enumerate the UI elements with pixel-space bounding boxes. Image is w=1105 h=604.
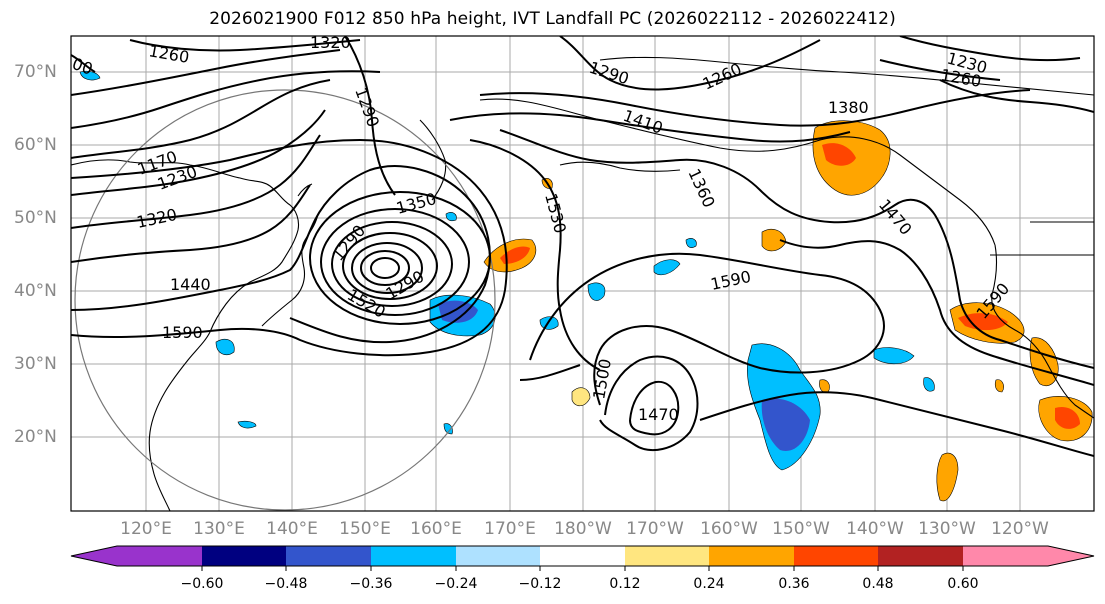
height-contours: [71, 36, 1094, 457]
coast-arctic: [599, 56, 1094, 96]
contour-label: 1590: [162, 323, 203, 342]
map-frame: [70, 35, 1095, 512]
ivt-neg-small-8: [923, 377, 935, 392]
colorbar-tick-label: 0.36: [778, 576, 810, 592]
lon-label-150e: 150°E: [339, 519, 391, 539]
contour-label: 1380: [828, 98, 869, 117]
ivt-neg-small-2: [653, 259, 681, 276]
ivt-pos-small-6: [994, 379, 1004, 393]
ivt-neg-small-4: [539, 316, 559, 330]
ivt-neg-small-5: [215, 339, 235, 355]
ivt-neg-small-3: [587, 282, 606, 301]
map-title: 2026021900 F012 850 hPa height, IVT Land…: [209, 9, 896, 29]
colorbar-tick-label: 0.48: [862, 576, 894, 592]
lon-label-140e: 140°E: [266, 519, 318, 539]
colorbar-tick-label: −0.48: [264, 576, 308, 592]
lat-label-40n: 40°N: [14, 281, 57, 301]
ivt-pos-small-3: [571, 387, 591, 407]
lon-label-160e: 160°E: [410, 519, 462, 539]
colorbar-tick-label: −0.24: [434, 576, 478, 592]
lat-label-60n: 60°N: [14, 135, 57, 155]
ivt-neg-small-7: [685, 238, 697, 248]
colorbar-tick-label: −0.36: [349, 576, 393, 592]
lat-label-50n: 50°N: [14, 208, 57, 228]
map-panel: 1260 1320 1290 00 1170 1230 1320 1350 14…: [71, 33, 1094, 511]
lon-label-140w: 140°W: [846, 519, 904, 539]
colorbar-tick-label: −0.12: [518, 576, 562, 592]
coast-asia: [71, 159, 300, 511]
lon-label-150w: 150°W: [772, 519, 830, 539]
ivt-positive-shading: [483, 120, 1093, 502]
colorbar: [70, 545, 1095, 571]
coast-aleutians: [559, 161, 681, 172]
lon-label-120w: 120°W: [991, 519, 1049, 539]
range-circle: [74, 89, 496, 511]
colorbar-extend-right: [1048, 546, 1094, 566]
ivt-neg-small-11: [445, 212, 457, 222]
colorbar-tick-label: 0.60: [947, 576, 979, 592]
lat-label-20n: 20°N: [14, 427, 57, 447]
colorbar-extend-left: [71, 546, 117, 566]
coast-north-america: [991, 244, 1094, 419]
colorbar-tick-label: 0.24: [693, 576, 725, 592]
ivt-neg-small-9: [79, 70, 101, 81]
lat-label-30n: 30°N: [14, 354, 57, 374]
ivt-neg-small-1: [873, 347, 915, 365]
lon-label-160w: 160°W: [700, 519, 758, 539]
coast-kamchatka: [419, 119, 447, 201]
ivt-neg-small-10: [443, 423, 453, 435]
lon-label-170w: 170°W: [626, 519, 684, 539]
ivt-pos-small-2: [936, 452, 959, 502]
lat-label-70n: 70°N: [14, 62, 57, 82]
colorbar-tick-label: −0.60: [180, 576, 224, 592]
lon-label-130e: 130°E: [193, 519, 245, 539]
colorbar-tick-label: 0.12: [609, 576, 641, 592]
lon-label-130w: 130°W: [918, 519, 976, 539]
contour-label: 1440: [170, 275, 211, 294]
coastlines: [71, 56, 1094, 511]
contour-label: 1470: [638, 405, 679, 424]
lon-label-170e: 170°E: [484, 519, 536, 539]
lon-label-120e: 120°E: [120, 519, 172, 539]
ivt-neg-small-6: [237, 420, 257, 429]
contour-label: 1320: [310, 33, 351, 52]
lon-label-180w: 180°W: [554, 519, 612, 539]
coast-us-border: [990, 221, 1094, 256]
